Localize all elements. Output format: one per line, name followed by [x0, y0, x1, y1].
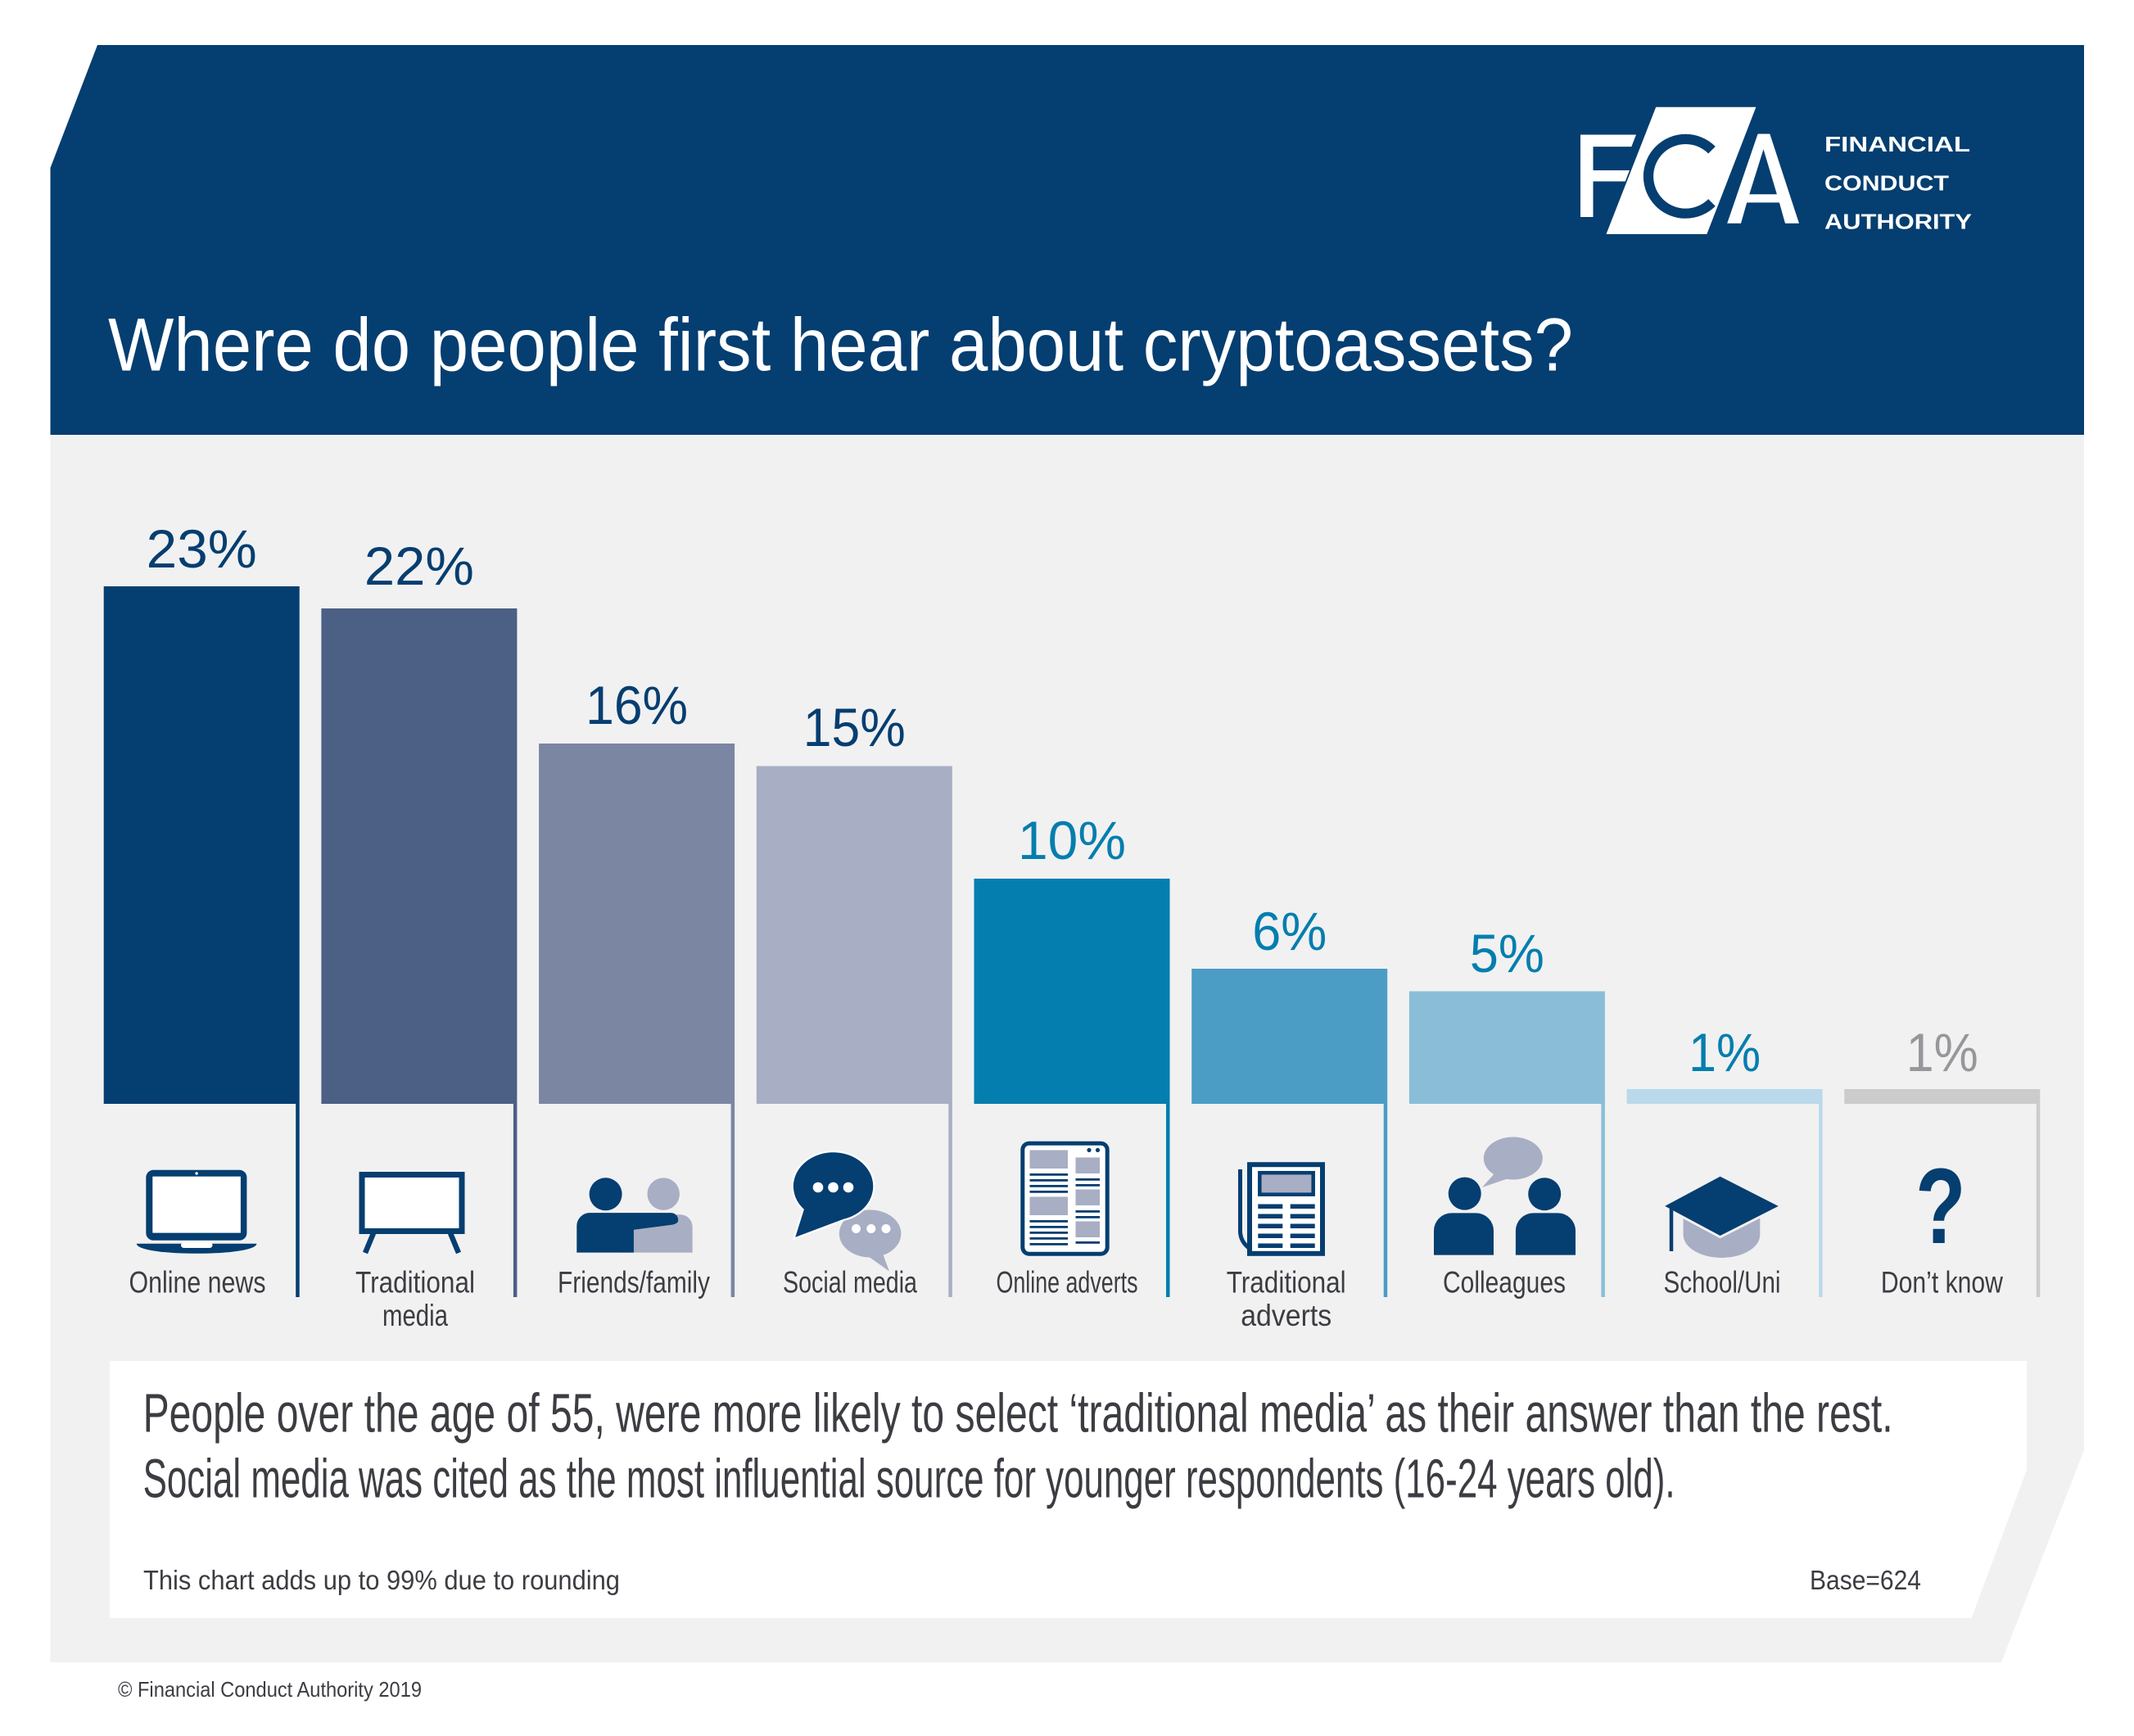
svg-text:Colleagues: Colleagues	[1443, 1266, 1566, 1300]
svg-text:22%: 22%	[364, 536, 474, 596]
svg-text:People over the age of 55, wer: People over the age of 55, were more lik…	[143, 1383, 1893, 1444]
svg-text:FINANCIAL: FINANCIAL	[1824, 132, 1970, 156]
svg-text:Traditional: Traditional	[355, 1266, 475, 1300]
svg-text:adverts: adverts	[1241, 1299, 1331, 1332]
svg-text:23%: 23%	[147, 518, 257, 579]
svg-text:Traditional: Traditional	[1227, 1266, 1346, 1300]
svg-text:This chart adds up to 99% due: This chart adds up to 99% due to roundin…	[143, 1565, 620, 1595]
svg-text:Base=624: Base=624	[1810, 1565, 1921, 1595]
svg-text:Friends/family: Friends/family	[558, 1266, 710, 1300]
svg-text:AUTHORITY: AUTHORITY	[1824, 210, 1972, 234]
svg-text:16%: 16%	[585, 675, 688, 735]
svg-text:media: media	[382, 1299, 448, 1332]
svg-text:Online news: Online news	[129, 1266, 266, 1300]
svg-text:© Financial Conduct Authority: © Financial Conduct Authority 2019	[118, 1677, 422, 1702]
svg-text:15%: 15%	[803, 697, 906, 757]
svg-text:Where do people first hear abo: Where do people first hear about cryptoa…	[108, 304, 1573, 387]
svg-text:5%: 5%	[1470, 923, 1544, 983]
svg-text:Online adverts: Online adverts	[997, 1266, 1138, 1300]
svg-text:School/Uni: School/Uni	[1664, 1266, 1781, 1300]
svg-text:?: ?	[1915, 1146, 1966, 1266]
svg-text:10%: 10%	[1018, 810, 1126, 870]
svg-text:CONDUCT: CONDUCT	[1824, 170, 1949, 195]
svg-text:Don’t know: Don’t know	[1881, 1266, 2003, 1300]
svg-text:6%: 6%	[1252, 901, 1327, 961]
svg-text:Social media was cited as the: Social media was cited as the most influ…	[143, 1449, 1675, 1510]
svg-text:1%: 1%	[1906, 1022, 1978, 1083]
svg-text:1%: 1%	[1689, 1022, 1761, 1083]
svg-text:Social media: Social media	[783, 1266, 917, 1300]
